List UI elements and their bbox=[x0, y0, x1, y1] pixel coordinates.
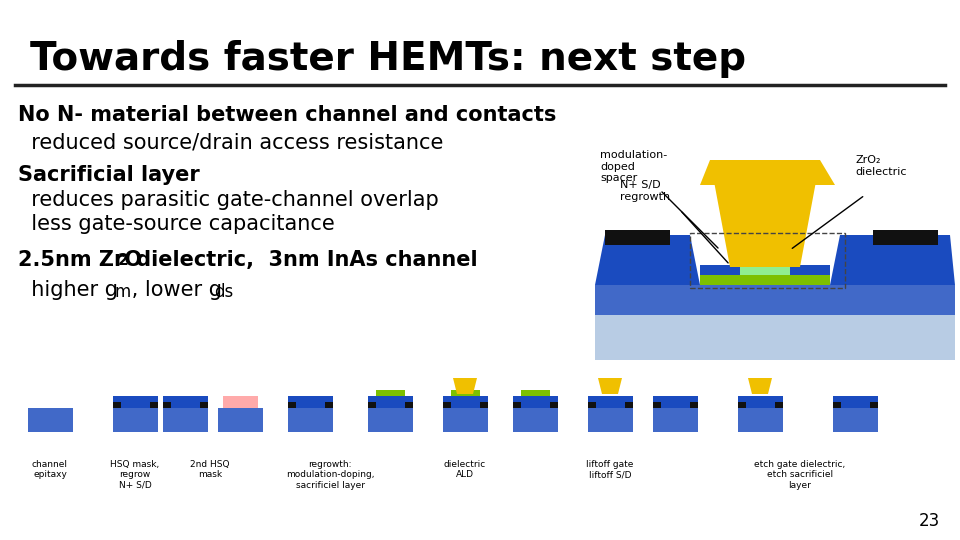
Text: etch gate dielectric,
etch sacrificiel
layer: etch gate dielectric, etch sacrificiel l… bbox=[755, 460, 846, 490]
Bar bbox=[653, 408, 698, 432]
Bar bbox=[451, 390, 480, 396]
Text: less gate-source capacitance: less gate-source capacitance bbox=[18, 214, 335, 234]
Text: dielectric
ALD: dielectric ALD bbox=[444, 460, 486, 480]
Bar bbox=[738, 396, 783, 408]
Bar bbox=[200, 402, 208, 408]
Text: m: m bbox=[115, 283, 132, 301]
Bar bbox=[480, 402, 488, 408]
Bar bbox=[700, 265, 830, 285]
Bar bbox=[690, 233, 845, 288]
Bar bbox=[605, 230, 670, 245]
Bar bbox=[405, 402, 413, 408]
Polygon shape bbox=[598, 378, 622, 394]
Bar bbox=[443, 402, 451, 408]
Bar bbox=[288, 408, 333, 432]
Text: No N- material between channel and contacts: No N- material between channel and conta… bbox=[18, 105, 557, 125]
Bar bbox=[163, 396, 208, 408]
Bar bbox=[738, 402, 746, 408]
Polygon shape bbox=[710, 160, 820, 267]
Bar bbox=[513, 408, 558, 432]
Text: ds: ds bbox=[214, 283, 233, 301]
Bar bbox=[118, 396, 153, 408]
Bar bbox=[218, 408, 263, 432]
Bar bbox=[288, 402, 296, 408]
Bar bbox=[833, 402, 841, 408]
Bar bbox=[163, 402, 171, 408]
Polygon shape bbox=[595, 235, 700, 285]
Polygon shape bbox=[830, 235, 955, 285]
Polygon shape bbox=[700, 160, 835, 185]
Bar bbox=[595, 285, 955, 315]
Text: liftoff gate
liftoff S/D: liftoff gate liftoff S/D bbox=[587, 460, 634, 480]
Bar bbox=[588, 402, 596, 408]
Text: ZrO₂
dielectric: ZrO₂ dielectric bbox=[855, 155, 906, 177]
Text: reduces parasitic gate-channel overlap: reduces parasitic gate-channel overlap bbox=[18, 190, 439, 210]
Text: 2.5nm ZrO: 2.5nm ZrO bbox=[18, 250, 142, 270]
Text: Towards faster HEMTs: next step: Towards faster HEMTs: next step bbox=[30, 40, 746, 78]
Text: Sacrificial layer: Sacrificial layer bbox=[18, 165, 200, 185]
Bar bbox=[376, 390, 405, 396]
Bar bbox=[588, 408, 633, 432]
Bar bbox=[690, 402, 698, 408]
Bar bbox=[550, 402, 558, 408]
Bar bbox=[521, 390, 550, 396]
Bar bbox=[150, 402, 158, 408]
Text: HSQ mask,
regrow
N+ S/D: HSQ mask, regrow N+ S/D bbox=[110, 460, 159, 490]
Bar bbox=[513, 396, 558, 408]
Bar bbox=[368, 408, 413, 432]
Bar bbox=[325, 402, 333, 408]
Text: N+ S/D
regrowth: N+ S/D regrowth bbox=[620, 180, 670, 201]
Bar bbox=[223, 396, 258, 408]
Bar bbox=[700, 275, 830, 285]
Text: , lower g: , lower g bbox=[125, 280, 222, 300]
Bar bbox=[775, 402, 783, 408]
Text: higher g: higher g bbox=[18, 280, 118, 300]
Bar bbox=[833, 408, 878, 432]
Bar bbox=[653, 396, 698, 408]
Bar bbox=[625, 402, 633, 408]
Bar bbox=[653, 402, 661, 408]
Bar bbox=[163, 408, 208, 432]
Text: 2: 2 bbox=[118, 253, 129, 268]
Bar bbox=[443, 396, 488, 408]
Text: regrowth:
modulation-doping,
sacrificiel layer: regrowth: modulation-doping, sacrificiel… bbox=[286, 460, 374, 490]
Bar bbox=[28, 408, 73, 432]
Bar bbox=[368, 396, 413, 408]
Text: 23: 23 bbox=[919, 512, 940, 530]
Text: dielectric,  3nm InAs channel: dielectric, 3nm InAs channel bbox=[129, 250, 478, 270]
Bar bbox=[113, 396, 158, 408]
Bar bbox=[588, 396, 633, 408]
Bar bbox=[288, 396, 333, 408]
Bar bbox=[368, 402, 376, 408]
Bar bbox=[738, 408, 783, 432]
Bar bbox=[595, 315, 955, 360]
Bar bbox=[873, 230, 938, 245]
Bar bbox=[833, 396, 878, 408]
Text: modulation-
doped
spacer: modulation- doped spacer bbox=[600, 150, 667, 183]
Polygon shape bbox=[748, 378, 772, 394]
Text: reduced source/drain access resistance: reduced source/drain access resistance bbox=[18, 132, 444, 152]
Text: 2nd HSQ
mask: 2nd HSQ mask bbox=[190, 460, 229, 480]
Bar bbox=[740, 267, 790, 275]
Polygon shape bbox=[453, 378, 477, 394]
Bar bbox=[870, 402, 878, 408]
Bar bbox=[113, 408, 158, 432]
Bar bbox=[443, 408, 488, 432]
Bar bbox=[113, 402, 121, 408]
Text: channel
epitaxy: channel epitaxy bbox=[32, 460, 68, 480]
Bar bbox=[513, 402, 521, 408]
